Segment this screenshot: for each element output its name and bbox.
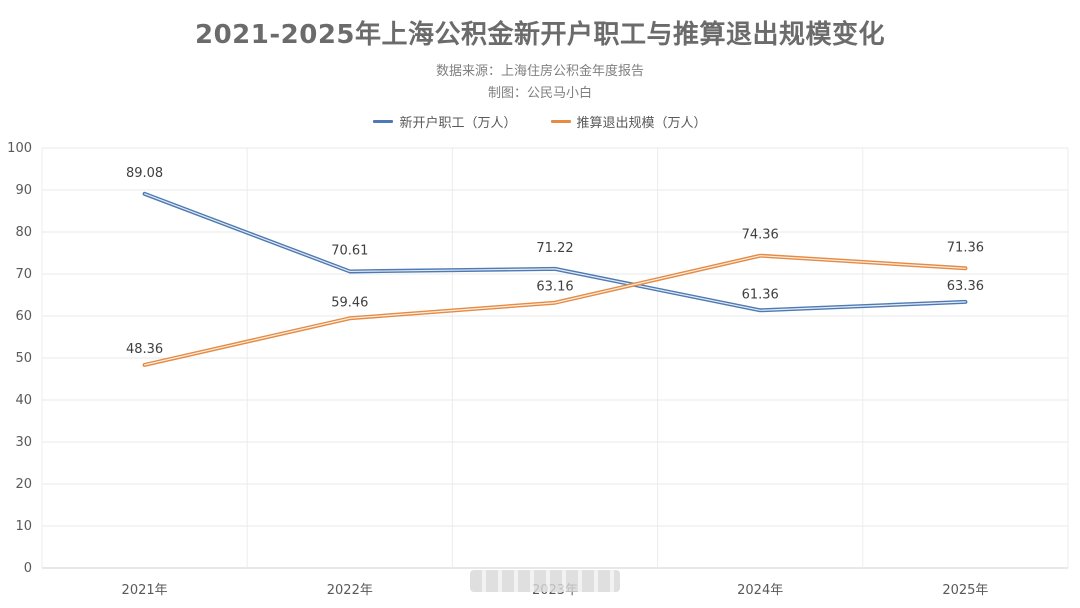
data-label: 89.08: [126, 166, 163, 181]
legend-swatch-new-accounts: [373, 120, 394, 123]
y-tick-label: 60: [15, 309, 32, 324]
legend-item-exits: 推算退出规模（万人）: [550, 112, 707, 131]
x-tick-label: 2025年: [942, 583, 988, 598]
legend-swatch-exits: [550, 120, 571, 123]
y-tick-label: 70: [15, 267, 32, 282]
series-line-2: [142, 253, 968, 367]
data-label: 59.46: [331, 295, 368, 310]
y-tick-label: 80: [15, 225, 32, 240]
y-tick-label: 20: [15, 477, 32, 492]
data-label: 61.36: [742, 287, 779, 302]
data-label: 48.36: [126, 342, 163, 357]
x-tick-label: 2021年: [122, 583, 168, 598]
y-tick-label: 50: [15, 351, 32, 366]
chart-subtitle-author: 制图：公民马小白: [487, 86, 592, 101]
y-tick-label: 100: [7, 141, 32, 156]
x-tick-label: 2022年: [327, 583, 373, 598]
y-tick-label: 10: [15, 519, 32, 534]
y-tick-label: 30: [15, 435, 32, 450]
chart-legend: 新开户职工（万人） 推算退出规模（万人）: [0, 112, 1080, 131]
data-label: 74.36: [742, 228, 779, 243]
data-label: 71.36: [947, 240, 984, 255]
data-label: 63.36: [947, 279, 984, 294]
y-tick-label: 40: [15, 393, 32, 408]
data-label: 71.22: [536, 241, 573, 256]
x-tick-label: 2024年: [737, 583, 783, 598]
y-tick-label: 90: [15, 183, 32, 198]
y-tick-label: 0: [24, 561, 32, 576]
legend-label-new-accounts: 新开户职工（万人）: [399, 116, 517, 131]
data-label: 70.61: [331, 243, 368, 258]
legend-label-exits: 推算退出规模（万人）: [576, 116, 707, 131]
legend-item-new-accounts: 新开户职工（万人）: [373, 112, 517, 131]
data-label: 63.16: [536, 280, 573, 295]
watermark-image: [470, 570, 620, 592]
chart-title: 2021-2025年上海公积金新开户职工与推算退出规模变化: [194, 20, 886, 50]
series-line-highlight-2: [144, 255, 967, 366]
chart-subtitle-source: 数据来源：上海住房公积金年度报告: [435, 64, 644, 79]
